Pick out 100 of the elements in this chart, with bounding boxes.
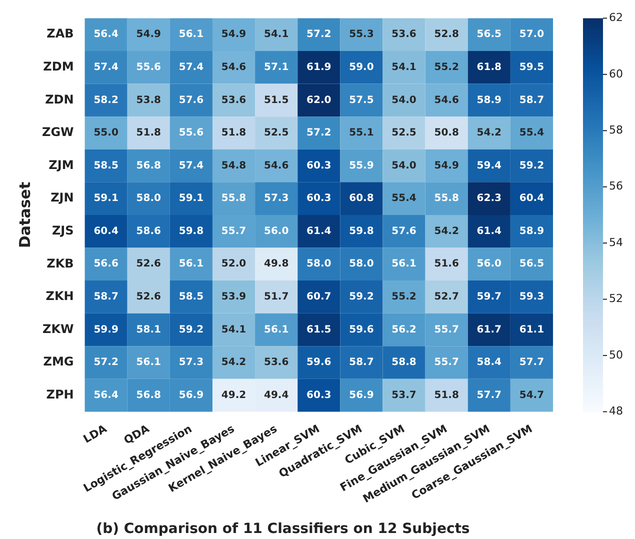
data-label: 56.9 (349, 390, 374, 401)
data-label: 57.4 (178, 160, 204, 172)
data-label: 51.8 (434, 390, 459, 401)
data-label: 52.7 (434, 292, 459, 303)
y-tick-label: ZMG (43, 354, 74, 369)
y-tick-label: ZAB (46, 26, 74, 41)
data-label: 55.0 (94, 128, 118, 139)
data-label: 59.2 (519, 160, 544, 172)
data-label: 49.8 (264, 258, 289, 270)
data-label: 55.7 (434, 324, 459, 336)
y-tick-label: ZJM (48, 158, 74, 172)
data-label: 55.2 (392, 292, 416, 303)
data-label: 56.8 (136, 160, 162, 172)
data-label: 56.4 (94, 29, 118, 40)
data-label: 56.1 (136, 357, 162, 368)
data-label: 57.6 (178, 94, 204, 106)
data-label: 60.3 (306, 390, 332, 401)
data-label: 56.2 (392, 324, 416, 336)
data-label: 54.2 (434, 226, 459, 237)
data-label: 57.4 (94, 62, 118, 73)
data-label: 57.1 (264, 62, 289, 73)
color-bar-label: 62 (609, 11, 623, 24)
data-label: 51.5 (264, 94, 289, 106)
data-label: 59.1 (178, 193, 204, 204)
data-label: 56.1 (392, 258, 416, 270)
data-label: 56.6 (94, 258, 118, 270)
data-label: 53.9 (221, 292, 246, 303)
data-label: 52.5 (392, 128, 416, 139)
color-bar-label: 58 (609, 123, 623, 136)
data-label: 60.4 (94, 226, 118, 237)
data-label: 58.9 (519, 226, 544, 237)
y-tick-label: ZDN (45, 92, 74, 106)
data-label: 59.8 (178, 226, 204, 237)
data-label: 55.1 (349, 128, 374, 139)
y-tick-label: ZGW (42, 125, 74, 140)
data-label: 58.1 (136, 324, 162, 336)
data-label: 54.1 (392, 62, 416, 73)
data-label: 52.8 (434, 29, 459, 40)
data-label: 58.5 (94, 160, 118, 172)
data-label: 49.4 (264, 390, 289, 401)
data-label: 55.3 (349, 29, 374, 40)
data-label: 51.7 (264, 292, 289, 303)
data-label: 53.7 (392, 390, 416, 401)
color-bar-label: 54 (609, 236, 623, 249)
data-label: 56.1 (178, 29, 204, 40)
data-label: 56.1 (178, 258, 204, 270)
data-label: 54.0 (392, 94, 416, 106)
data-label: 54.0 (392, 160, 416, 172)
data-label: 57.2 (306, 29, 332, 40)
data-label: 57.3 (178, 357, 204, 368)
data-label: 57.7 (476, 390, 502, 401)
data-label: 54.2 (221, 357, 246, 368)
data-label: 53.6 (221, 94, 246, 106)
data-label: 61.5 (306, 324, 332, 336)
data-label: 58.0 (136, 193, 162, 204)
data-label: 59.0 (349, 62, 374, 73)
data-label: 59.1 (94, 193, 118, 204)
data-label: 58.2 (94, 94, 118, 106)
data-label: 59.9 (94, 324, 118, 336)
data-label: 57.4 (178, 62, 204, 73)
data-label: 52.6 (136, 292, 162, 303)
data-label: 60.4 (519, 193, 544, 204)
y-tick-label: ZKW (42, 322, 74, 336)
text: (b) Comparison of 11 Classifiers on 12 Subjects (96, 521, 470, 538)
data-label: 55.4 (519, 128, 544, 139)
data-label: 56.1 (264, 324, 289, 336)
color-bar-label: 48 (609, 404, 623, 418)
data-label: 62.3 (476, 193, 502, 204)
data-label: 59.5 (519, 62, 544, 73)
data-label: 59.8 (349, 226, 374, 237)
data-label: 58.7 (349, 357, 374, 368)
data-label: 58.7 (519, 94, 544, 106)
data-label: 58.7 (94, 292, 118, 303)
data-label: 59.3 (519, 292, 544, 303)
data-label: 49.2 (221, 390, 246, 401)
data-label: 57.0 (519, 29, 544, 40)
data-label: 54.2 (476, 128, 502, 139)
y-tick-label: ZKH (46, 289, 74, 304)
data-label: 58.9 (476, 94, 502, 106)
data-label: 52.5 (264, 128, 289, 139)
data-label: 61.7 (476, 324, 502, 336)
data-label: 53.6 (264, 357, 289, 368)
data-label: 55.7 (221, 226, 246, 237)
color-bar-label: 60 (609, 67, 623, 80)
data-label: 61.4 (476, 226, 502, 237)
data-label: 55.8 (221, 193, 246, 204)
data-label: 57.7 (519, 357, 544, 368)
data-label: 58.0 (306, 258, 332, 270)
data-label: 54.9 (136, 29, 162, 40)
data-label: 56.9 (178, 390, 204, 401)
data-label: 57.6 (392, 226, 416, 237)
data-label: 59.6 (349, 324, 374, 336)
data-label: 55.8 (434, 193, 459, 204)
data-label: 56.4 (94, 390, 118, 401)
data-label: 53.6 (392, 29, 416, 40)
data-label: 54.9 (221, 29, 246, 40)
data-label: 59.6 (306, 357, 332, 368)
data-label: 57.2 (94, 357, 118, 368)
data-label: 54.6 (264, 160, 289, 172)
data-label: 59.2 (349, 292, 374, 303)
